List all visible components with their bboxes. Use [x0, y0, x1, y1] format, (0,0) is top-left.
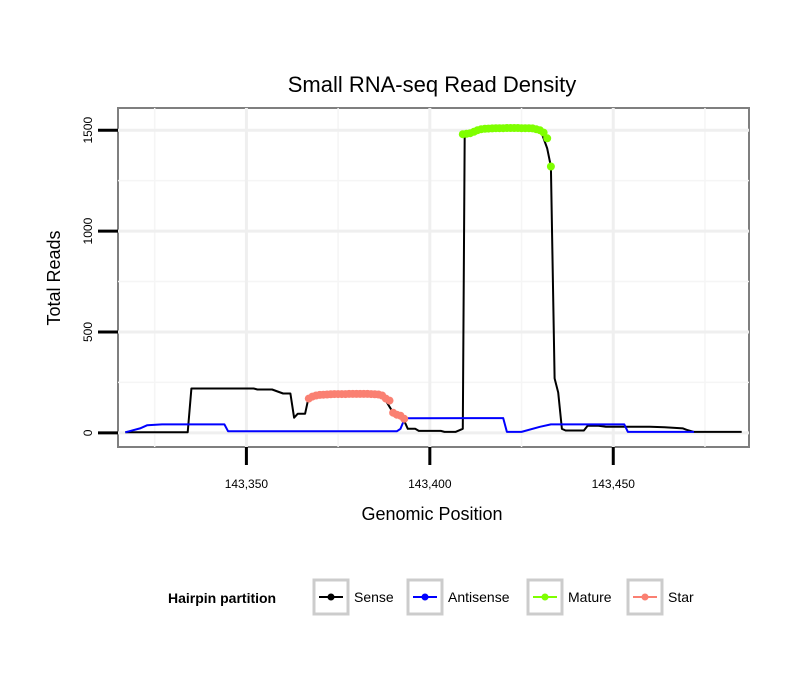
y-tick-label: 500 [81, 322, 95, 342]
x-tick-label: 143,450 [592, 477, 636, 491]
data-point-mature [543, 134, 552, 143]
x-tick-label: 143,400 [408, 477, 452, 491]
legend-label-antisense: Antisense [448, 589, 510, 605]
series-layer [125, 124, 742, 434]
legend-label-mature: Mature [568, 589, 612, 605]
y-tick-label: 1500 [81, 117, 95, 144]
data-point-star [400, 414, 409, 423]
grid-lines [118, 108, 749, 447]
data-point-mature [539, 128, 548, 137]
y-tick-label: 1000 [81, 217, 95, 244]
legend: Hairpin partition Sense Antisense Mature St… [168, 578, 694, 616]
plot-panel [117, 107, 750, 448]
data-point-star [385, 396, 394, 405]
legend-marker-sense [327, 593, 335, 601]
legend-marker-mature [541, 593, 549, 601]
legend-title: Hairpin partition [168, 590, 276, 606]
data-point-mature [546, 162, 555, 171]
x-axis: 143,350 143,400 143,450 [225, 447, 636, 491]
series-line-sense [125, 127, 742, 434]
legend-label-sense: Sense [354, 589, 394, 605]
y-tick-label: 0 [81, 429, 95, 436]
legend-marker-star [641, 593, 649, 601]
legend-marker-antisense [421, 593, 429, 601]
y-axis-title: Total Reads [44, 230, 64, 325]
y-axis: 0 500 1000 1500 [81, 117, 118, 436]
chart-title: Small RNA-seq Read Density [288, 72, 577, 97]
legend-label-star: Star [668, 589, 694, 605]
x-tick-label: 143,350 [225, 477, 269, 491]
x-axis-title: Genomic Position [361, 504, 502, 524]
